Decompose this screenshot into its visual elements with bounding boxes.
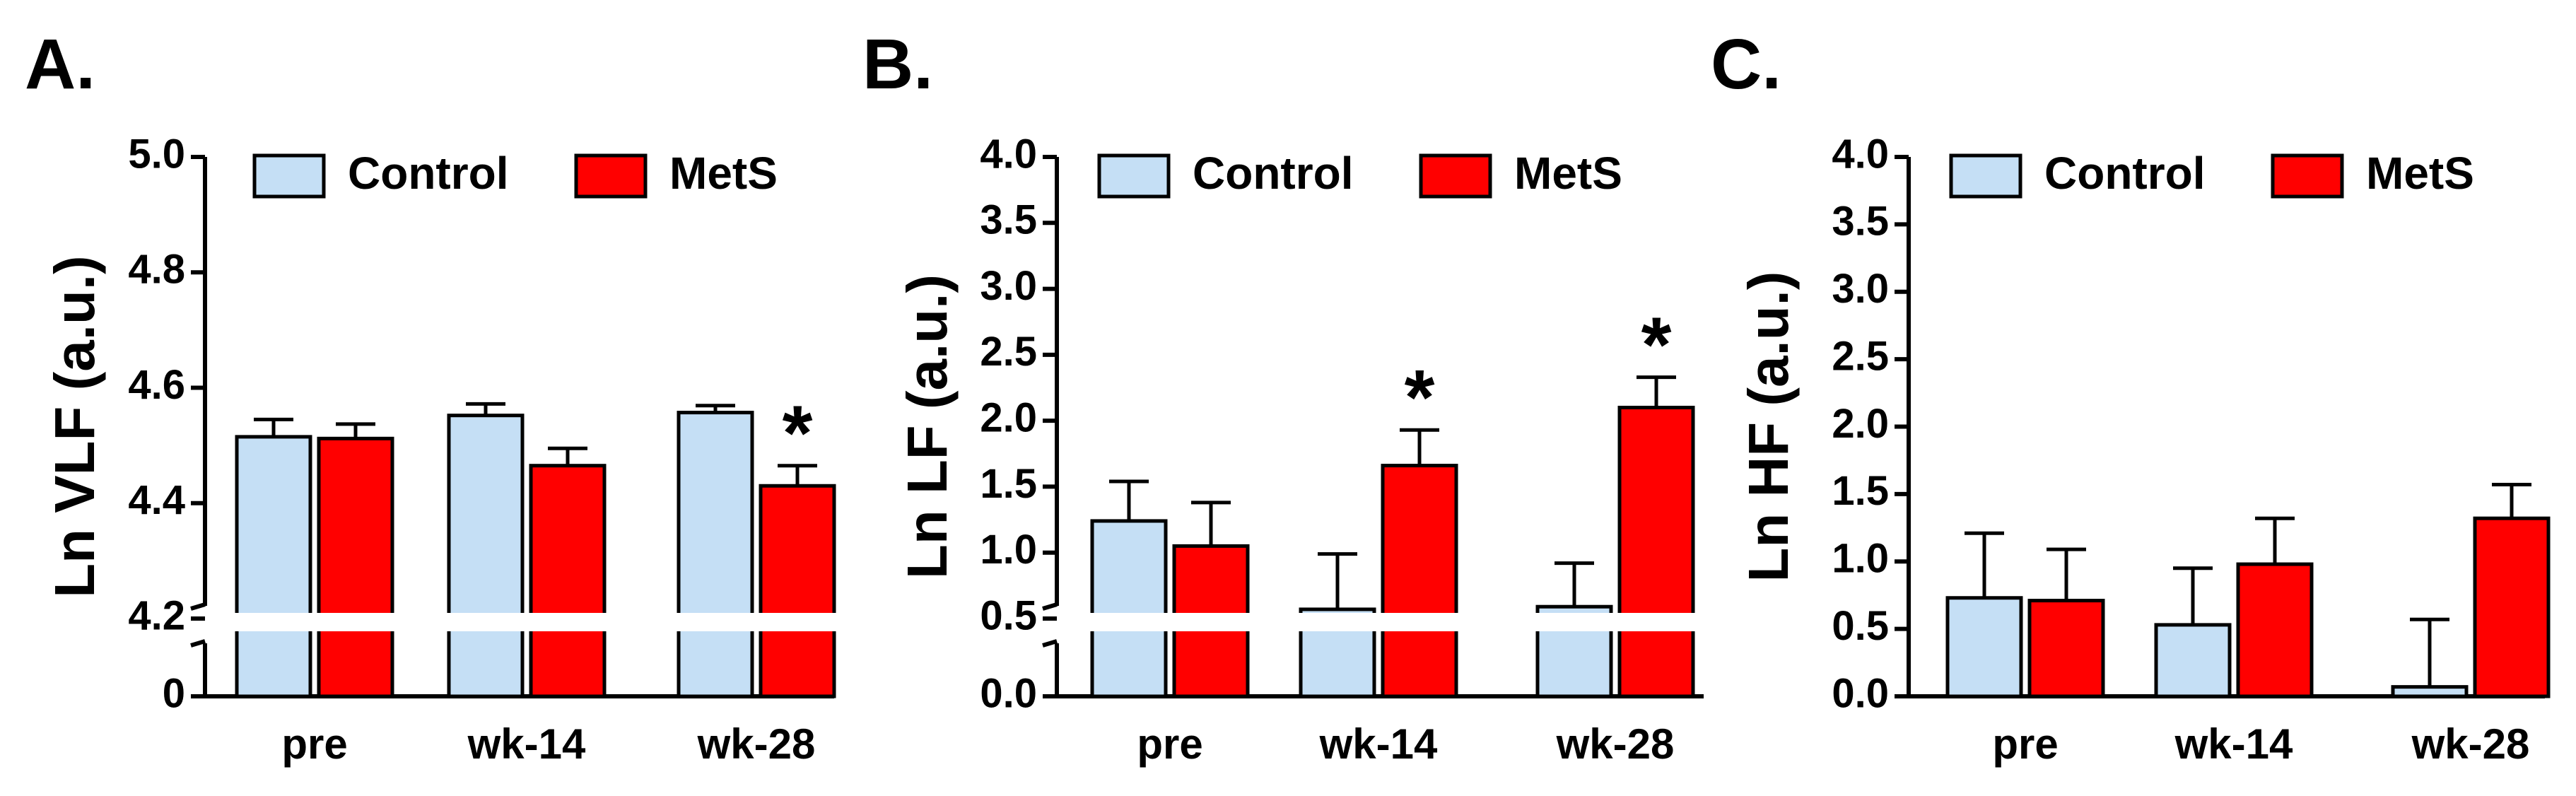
y-tick-label: 4.8 [128, 247, 185, 293]
x-tick-label: wk-14 [2174, 720, 2293, 768]
legend-swatch-control [1949, 153, 2022, 199]
y-tick-label: 1.0 [980, 527, 1037, 573]
y-tick-label: 0.0 [980, 670, 1037, 716]
legend-label-control: Control [348, 148, 509, 199]
bar-mets-wk-28 [2473, 516, 2551, 698]
y-tick-label: 2.5 [1832, 333, 1889, 379]
bar-mets-wk-14 [529, 464, 607, 698]
y-tick-label: 3.0 [1832, 266, 1889, 312]
y-tick-label: 4.0 [980, 131, 1037, 177]
x-tick-label: pre [1137, 720, 1202, 768]
y-axis-label: Ln VLF (a.u.) [43, 255, 106, 597]
x-tick-label: pre [1992, 720, 2058, 768]
y-tick-label: 0 [163, 670, 185, 716]
bar-control-wk-28 [677, 411, 754, 698]
panel-label: C. [1711, 25, 1781, 104]
significance-asterisk: * [1405, 354, 1435, 441]
panel-a: A. Ln VLF (a.u.) 0 4.2 4.4 4.6 4.8 5.0 pre wk-14 *… [25, 25, 838, 768]
legend-label-mets: MetS [669, 148, 778, 199]
legend-label-control: Control [2044, 148, 2206, 199]
legend-label-control: Control [1193, 148, 1354, 199]
y-tick-label: 3.0 [980, 263, 1037, 309]
y-tick-label: 4.2 [128, 592, 185, 638]
panel-label: B. [862, 25, 933, 104]
x-tick-label: wk-14 [1319, 720, 1438, 768]
axis-break-band [209, 613, 838, 631]
x-tick-label: wk-14 [467, 720, 586, 768]
y-tick-label: 3.5 [1832, 199, 1889, 245]
bar-control-wk-14 [447, 414, 525, 698]
y-axis-label: Ln LF (a.u.) [896, 274, 959, 579]
bar-control-pre [1090, 519, 1168, 698]
y-tick-label: 3.5 [980, 197, 1037, 243]
x-tick-label: wk-28 [697, 720, 816, 768]
bar-control-wk-14 [2154, 623, 2232, 698]
bar-control-pre [1945, 596, 2023, 698]
bar-control-wk-28 [2391, 685, 2469, 698]
y-tick-label: 5.0 [128, 131, 185, 177]
legend-swatch-mets [2271, 153, 2344, 199]
axis-break-mark [190, 639, 206, 648]
y-tick-label: 0.5 [1832, 603, 1889, 649]
axis-break-mark [1042, 639, 1058, 648]
y-tick-label: 2.0 [1832, 401, 1889, 447]
y-tick-label: 0.5 [980, 592, 1037, 638]
axis-break-mark [1042, 602, 1058, 611]
bar-mets-wk-28 [1617, 405, 1695, 698]
axis-break-mark [190, 602, 206, 611]
legend-swatch-control [1097, 153, 1171, 199]
bar-mets-wk-14 [2236, 562, 2314, 698]
panel-label: A. [25, 25, 95, 104]
y-tick-label: 1.5 [1832, 468, 1889, 514]
axis-break-band [1060, 613, 1707, 631]
significance-asterisk: * [1641, 302, 1672, 389]
panel-b: B. Ln LF (a.u.) 0.0 0.5 1.0 1.5 2.0 2.5 3.0 3.5 4.… [862, 25, 1707, 768]
x-tick-label: wk-28 [2411, 720, 2530, 768]
bar-control-pre [235, 435, 312, 698]
y-tick-label: 4.0 [1832, 131, 1889, 177]
bar-mets-wk-28 [759, 484, 836, 698]
legend-swatch-mets [1419, 153, 1492, 199]
legend-swatch-control [252, 153, 326, 199]
bar-mets-wk-14 [1381, 464, 1458, 698]
legend-label-mets: MetS [2366, 148, 2474, 199]
legend-swatch-mets [574, 153, 648, 199]
y-tick-label: 2.0 [980, 394, 1037, 440]
x-tick-label: wk-28 [1556, 720, 1675, 768]
panel-c: C. Ln HF (a.u.) 0.0 0.5 1.0 1.5 2.0 2.5 3.0 3.5 4.… [1711, 25, 2551, 768]
y-tick-label: 0.0 [1832, 670, 1889, 716]
y-tick-label: 4.4 [128, 477, 185, 523]
bar-mets-pre [2027, 599, 2105, 698]
y-tick-label: 4.6 [128, 362, 185, 408]
y-axis-label: Ln HF (a.u.) [1737, 271, 1800, 583]
y-tick-label: 2.5 [980, 329, 1037, 375]
x-tick-label: pre [281, 720, 347, 768]
bar-mets-pre [317, 436, 394, 698]
y-tick-label: 1.0 [1832, 536, 1889, 582]
y-tick-label: 1.5 [980, 461, 1037, 507]
significance-asterisk: * [783, 390, 813, 477]
legend-label-mets: MetS [1514, 148, 1622, 199]
